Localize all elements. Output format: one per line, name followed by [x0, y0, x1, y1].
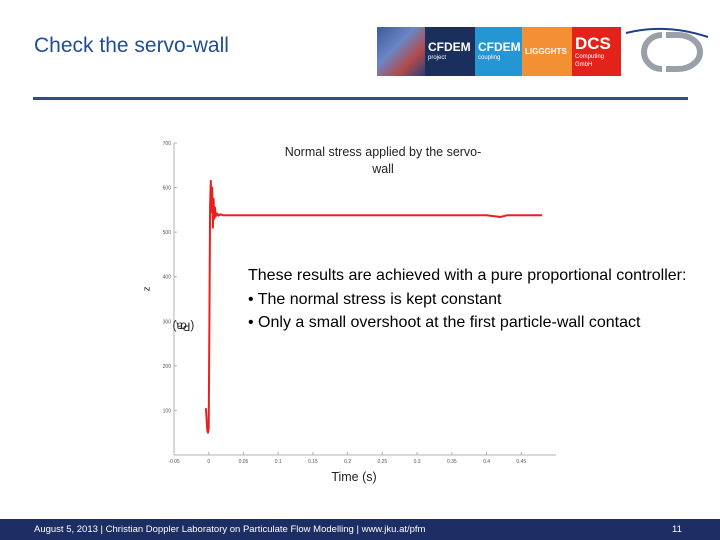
annotation-bullet-2: • Only a small overshoot at the first pa… — [248, 314, 641, 331]
footer-text: August 5, 2013 | Christian Doppler Labor… — [34, 524, 426, 535]
cd-logo-icon — [625, 27, 709, 72]
y-tick-label: 700 — [163, 141, 172, 147]
liggghts-logo: LIGGGHTS — [522, 27, 572, 76]
liggghts-name: LIGGGHTS — [525, 47, 567, 56]
cfdem-project-sub: project — [428, 55, 447, 61]
footer-bar: August 5, 2013 | Christian Doppler Labor… — [0, 519, 720, 540]
x-tick-label: 0.3 — [414, 459, 421, 465]
x-axis-label: Time (s) — [331, 470, 377, 484]
results-annotation: These results are achieved with a pure p… — [248, 264, 698, 335]
y-tick-label: 200 — [163, 364, 172, 370]
x-tick-label: 0.35 — [447, 459, 457, 465]
x-tick-label: 0 — [207, 459, 210, 465]
page-number: 11 — [672, 524, 682, 535]
x-tick-label: 0.25 — [377, 459, 387, 465]
annotation-bullet-1: • The normal stress is kept constant — [248, 290, 502, 308]
y-tick-label: 600 — [163, 186, 172, 192]
series-line — [204, 179, 543, 434]
cfdem-coupling-sub: coupling — [478, 55, 501, 61]
y-axis-label-unit: (Pa) — [172, 319, 195, 332]
dcs-sub: Computing GmbH — [575, 53, 605, 68]
y-axis-label-subscript: z — [141, 286, 153, 292]
x-tick-label: 0.2 — [344, 459, 351, 465]
x-tick-label: 0.4 — [483, 459, 490, 465]
cfdem-project-logo: CFDEM project — [425, 27, 475, 76]
x-tick-label: 0.45 — [516, 459, 526, 465]
annotation-intro: These results are achieved with a pure p… — [248, 267, 687, 284]
x-tick-label: 0.15 — [308, 459, 318, 465]
slide-title: Check the servo-wall — [34, 34, 229, 57]
y-tick-label: 500 — [163, 230, 172, 236]
dcs-name: DCS — [575, 33, 611, 53]
x-tick-label: 0.05 — [239, 459, 249, 465]
cfdem-coupling-logo: CFDEM coupling — [475, 27, 522, 76]
chart-title: Normal stress applied by the servo-wall — [284, 145, 482, 176]
y-tick-label: 100 — [163, 408, 172, 414]
cfdem-coupling-name: CFDEM — [478, 40, 521, 54]
y-tick-label: 400 — [163, 275, 172, 281]
x-tick-label: 0.1 — [275, 459, 282, 465]
y-tick-label: 300 — [163, 319, 172, 325]
partner-logos: CFDEM project CFDEM coupling LIGGGHTS DC… — [377, 27, 621, 76]
title-divider — [33, 97, 688, 100]
cfdem-project-name: CFDEM — [428, 40, 471, 54]
cfdem-image-logo — [377, 27, 425, 76]
dcs-logo: DCS Computing GmbH — [572, 27, 621, 76]
x-tick-label: -0.05 — [168, 459, 180, 465]
